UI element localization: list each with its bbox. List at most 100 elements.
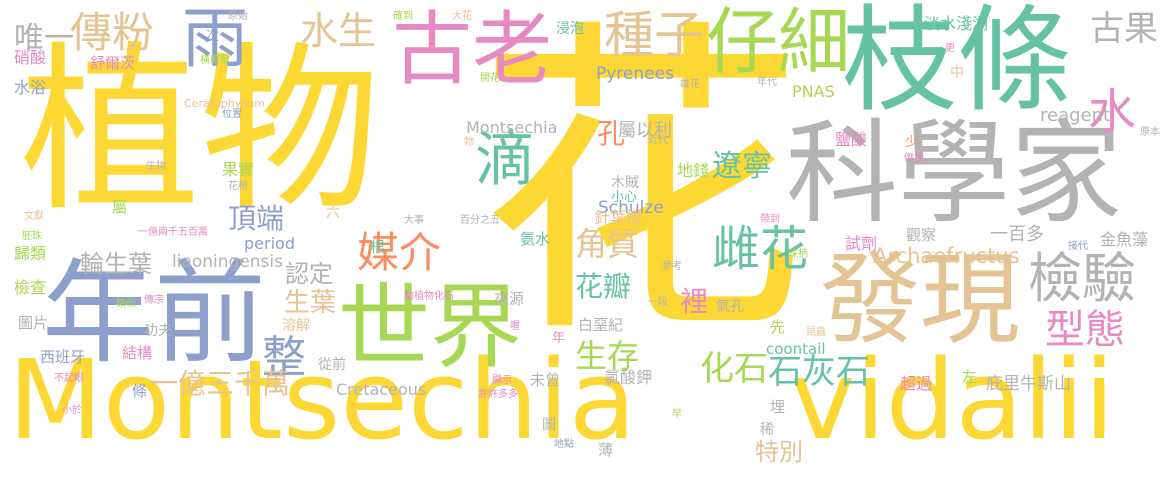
word-xiaosuan: 硝酸 [14,48,47,67]
word-lunshengye: 輪生葉 [80,250,152,278]
word-cankao: 參考 [662,261,682,272]
word-jianyan: 檢驗 [1028,247,1136,310]
word-nianqian: 年前 [42,249,266,379]
word-kexuejia: 科學家 [786,109,1122,239]
word-baiejii: 白堊紀 [578,316,624,334]
word-buqiyan: 不起眼 [54,373,84,384]
word-zhongzi: 種子 [604,6,704,64]
word-zhubing: 珠柄 [788,249,808,260]
word-liaoningensis: liaoningensis [172,252,283,272]
word-dingduan: 頂端 [228,202,285,235]
word-yu: 雨 [182,0,248,77]
word-zhong: 中 [950,65,964,81]
word-guoshi: 果實 [222,160,255,179]
word-kunchong: 昆蟲 [806,327,826,338]
word-rending: 認定 [285,260,333,288]
word-o: 喔 [510,321,520,332]
word-montsechia-large: Montsechia [8,336,637,464]
word-laiyuan: 來源 [494,290,525,308]
word-yiyiliangqianwubaiwan: 一億兩千五百萬 [138,227,208,238]
word-geng: 更 [945,43,955,54]
word-tiao: 條 [132,382,148,400]
word-montsechia-small: Montsechia [466,118,558,137]
word-zixi: 仔細 [706,0,851,84]
word-weizhi: 位置 [222,109,242,120]
word-shu: 屬 [112,198,128,216]
word-reagent: reagent [1040,105,1111,126]
word-bilinisishan: 庇里牛斯山 [986,374,1071,394]
word-kaihua: 開花 [480,73,500,84]
word-jindai: 近代 [648,135,668,146]
word-coontail: coontail [766,340,826,358]
word-gen: 根 [370,238,386,256]
word-dongzhiwuhuashi: 動植物化石 [404,291,454,302]
word-zhiwu: 植物 [20,27,381,236]
word-anshui: 氨水 [520,230,551,248]
word-vidalii: vidalii [790,336,1115,464]
word-huafen: 花粉 [228,181,248,192]
word-shui: 水 [1088,84,1137,140]
word-weiceng: 未曾 [530,371,561,389]
word-shuiyu: 水浴 [14,78,47,97]
word-xionghua: 雄花 [680,79,700,90]
word-shuyili: 屬以利 [618,120,672,141]
word-mai: 埋 [770,398,786,416]
word-shengcun: 生存 [575,337,640,375]
word-xuxuduoduo: 許許多多 [478,389,518,400]
word-liu: 六 [326,205,340,221]
word-liaoning: 遼寧 [712,149,772,184]
word-pyrenees: Pyrenees [596,64,674,84]
word-gulao: 古老 [392,3,552,96]
word-xianshi: 顯示 [492,375,512,386]
word-yiduan: 一段 [648,297,668,308]
word-kong: 孔 [597,117,626,150]
word-zuo: 左 [962,368,978,386]
word-nian: 年 [552,331,566,346]
word-gongfu: 功夫 [144,323,172,339]
word-didian: 地點 [554,439,574,450]
word-guilei: 歸類 [14,244,47,263]
word-xiaoyu: 小於 [62,405,82,416]
word-yansuan: 鹽酸 [835,130,868,149]
word-wu: 物 [464,137,474,148]
word-ceratophyllum: Ceratophyllum [184,97,266,110]
word-shuerci: 舒爾茨 [90,54,136,72]
word-jinpao: 浸泡 [556,21,584,37]
word-xingtai: 型態 [1045,307,1125,353]
word-ci: 次 [206,29,220,44]
word-huashi: 化石 [700,349,768,389]
word-hua: 花 [476,0,806,377]
word-jiancha: 檢查 [14,278,47,297]
word-jiegou: 結構 [122,344,153,362]
word-zao: 早 [672,409,682,420]
word-li: 裡 [680,285,709,318]
word-shuisheng: 水生 [300,9,377,53]
word-huaban: 花瓣 [575,270,632,303]
word-rongjie: 溶解 [282,318,310,334]
word-chaoguo: 超過 [900,374,933,393]
word-wenxian: 文獻 [24,211,44,222]
word-daidao: 帶到 [760,214,780,225]
word-jinyuzao: 金魚藻 [1100,230,1149,249]
word-chuanfen: 傳粉 [70,8,155,57]
word-xiaoxin: 小心 [611,190,638,205]
word-xian: 先 [770,318,786,336]
word-qikong: 氣孔 [716,299,744,315]
word-cretaceous: Cretaceous [336,380,427,399]
word-diqian: 地錢 [677,161,710,180]
word-chuanzong: 傳宗 [144,295,164,306]
word-shiji: 試劑 [845,234,878,253]
word-shao: 少 [905,135,919,150]
word-meijie: 媒介 [357,228,442,277]
word-quedao: 確到 [393,11,413,22]
word-period: period [244,234,295,253]
word-di: 滴 [475,125,535,195]
word-tebie: 特別 [755,438,803,466]
word-yuanshi: 原始 [228,11,248,22]
word-zhenyeshu: 針葉樹 [594,208,643,227]
word-zhitiao: 枝條 [842,0,1073,128]
word-muzei: 木賊 [611,175,639,191]
word-peizhu: 胚珠 [22,231,42,242]
word-zheng: 整 [262,332,306,383]
word-congqian: 從前 [318,357,346,373]
